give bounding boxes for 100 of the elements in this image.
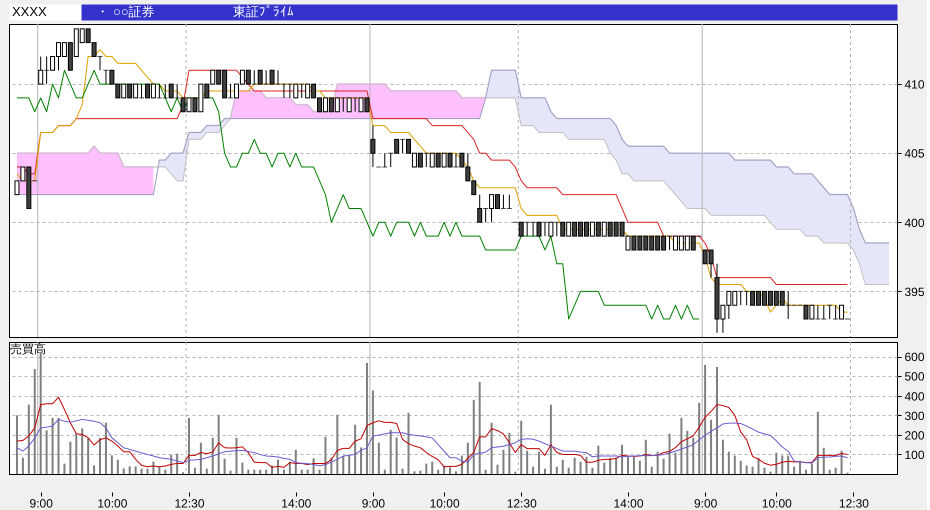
bar xyxy=(662,458,665,474)
bar xyxy=(638,460,641,474)
bar xyxy=(840,450,843,474)
bar xyxy=(472,400,475,474)
bar xyxy=(408,412,410,474)
bar xyxy=(490,422,493,474)
bar xyxy=(194,468,196,474)
y-tick-label: 405 xyxy=(904,146,925,161)
bar xyxy=(46,430,48,474)
bar xyxy=(354,424,356,474)
bar xyxy=(425,464,428,474)
y-tick-label: 500 xyxy=(904,370,925,384)
bar xyxy=(318,470,321,474)
bar xyxy=(396,437,398,474)
x-tick-label: 9:00 xyxy=(362,496,386,510)
bar xyxy=(28,404,30,474)
bar xyxy=(799,460,802,474)
bar xyxy=(484,470,487,474)
bar xyxy=(787,456,790,474)
text: ・ xyxy=(96,4,109,19)
x-tick-label: 12:30 xyxy=(506,496,538,510)
bar xyxy=(449,467,452,474)
bar xyxy=(704,364,706,474)
bar xyxy=(775,452,778,474)
bar xyxy=(502,450,504,474)
bar xyxy=(716,367,718,474)
bar xyxy=(763,468,766,474)
bar xyxy=(597,446,600,474)
bar xyxy=(650,466,653,474)
chart-title: XXXX xyxy=(12,4,48,19)
bar xyxy=(632,456,635,474)
line-series xyxy=(16,70,700,320)
bar xyxy=(140,468,143,474)
bar xyxy=(781,456,784,474)
x-tick-label: 10:00 xyxy=(97,496,128,510)
bar xyxy=(728,452,730,474)
bar xyxy=(574,458,576,474)
bar xyxy=(93,465,96,474)
bar xyxy=(300,470,303,474)
bar xyxy=(478,382,481,474)
text: ○○証券 xyxy=(113,4,155,19)
bar xyxy=(816,412,819,474)
y-tick-label: 410 xyxy=(904,78,925,92)
x-tick-label: 10:00 xyxy=(430,496,460,510)
bar xyxy=(81,428,84,474)
bar xyxy=(627,456,630,474)
bar xyxy=(276,460,279,474)
bar xyxy=(621,444,624,474)
bar xyxy=(158,466,160,474)
bar xyxy=(134,466,137,474)
bar xyxy=(804,470,807,474)
bar xyxy=(52,418,54,474)
bar xyxy=(224,458,226,474)
text: 東証ﾌﾟﾗｲﾑ xyxy=(233,4,294,19)
bar xyxy=(294,450,297,474)
bar xyxy=(63,464,66,474)
bar xyxy=(562,460,564,474)
bar xyxy=(390,430,392,474)
candlestick xyxy=(370,125,376,168)
x-tick-label: 14:00 xyxy=(281,496,312,510)
bar xyxy=(324,436,326,474)
y-tick-label: 395 xyxy=(904,284,925,299)
bar xyxy=(609,458,612,474)
bar xyxy=(378,442,380,474)
bar xyxy=(674,452,676,474)
bar xyxy=(188,418,190,474)
bar xyxy=(544,468,546,474)
bar xyxy=(69,442,72,474)
bar xyxy=(532,466,534,474)
bar xyxy=(200,442,202,474)
bar xyxy=(230,470,232,474)
bar xyxy=(241,462,244,474)
bar xyxy=(282,470,285,474)
bar xyxy=(116,460,119,474)
bar xyxy=(710,420,712,474)
bar xyxy=(722,440,724,474)
bar xyxy=(360,447,362,474)
bar xyxy=(99,438,102,474)
bar xyxy=(34,368,36,474)
bar xyxy=(212,438,214,474)
bar xyxy=(686,430,688,474)
bar xyxy=(508,432,510,474)
bar xyxy=(656,452,659,474)
bar xyxy=(810,464,813,474)
bar xyxy=(372,390,374,474)
y-tick-label: 300 xyxy=(904,408,925,423)
x-tick-label: 10:00 xyxy=(762,496,792,510)
y-tick-label: 400 xyxy=(904,389,925,404)
y-tick-label: 400 xyxy=(904,216,925,230)
bar xyxy=(734,456,736,474)
bar xyxy=(520,420,522,474)
bar xyxy=(253,470,256,474)
bar xyxy=(437,470,440,474)
bar xyxy=(538,452,540,474)
bar xyxy=(218,414,220,474)
bar xyxy=(110,455,113,474)
x-tick-label: 12:30 xyxy=(174,496,205,510)
line-series xyxy=(16,418,848,466)
bar xyxy=(431,462,434,474)
bar xyxy=(454,471,457,474)
